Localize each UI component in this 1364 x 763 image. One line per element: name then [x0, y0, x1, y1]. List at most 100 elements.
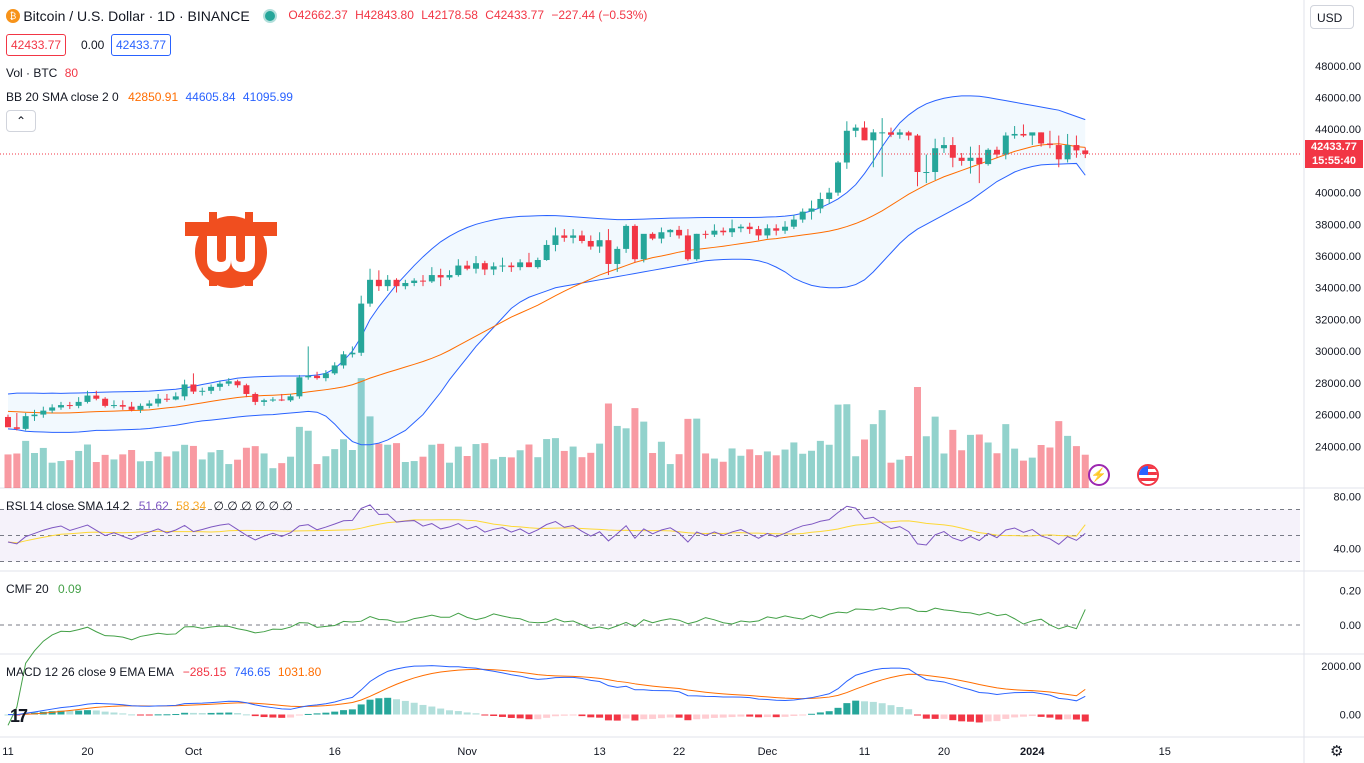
time-tick-label: 20 — [938, 746, 950, 758]
candle-body — [340, 354, 347, 366]
volume-bar — [737, 455, 745, 488]
volume-bar — [454, 446, 462, 488]
volume-bar — [101, 454, 109, 488]
candle-body — [1038, 132, 1045, 144]
volume-bar — [22, 440, 30, 488]
volume-bar — [490, 459, 498, 488]
candle-body — [702, 233, 709, 235]
macd-histogram-bar — [569, 714, 577, 716]
candle-body — [525, 262, 532, 268]
candle-body — [561, 235, 568, 238]
volume-bar — [1046, 447, 1054, 488]
volume-bar — [216, 450, 224, 488]
volume-bar — [604, 403, 612, 488]
us-flag-icon[interactable] — [1137, 464, 1159, 486]
candle-body — [517, 262, 524, 268]
candle-body — [163, 398, 170, 400]
macd-histogram-bar — [1037, 714, 1045, 717]
volume-bar — [816, 440, 824, 488]
macd-histogram-bar — [578, 714, 586, 717]
candle-body — [349, 352, 356, 355]
macd-histogram-bar — [401, 700, 409, 715]
macd-histogram-bar — [887, 705, 895, 715]
macd-histogram-bar — [869, 701, 877, 715]
candle-body — [128, 406, 135, 410]
candle-body — [84, 395, 91, 402]
candle-body — [216, 383, 223, 387]
macd-histogram-bar — [101, 711, 109, 715]
rsi-sma-line — [7, 519, 1086, 544]
time-tick-label: Nov — [457, 746, 477, 758]
macd-histogram-bar — [799, 714, 807, 716]
cmf-tick-label: 0.00 — [1340, 620, 1361, 632]
volume-bar — [136, 461, 144, 488]
macd-histogram-bar — [384, 697, 392, 715]
volume-bar — [13, 453, 21, 488]
macd-histogram-bar — [949, 714, 957, 721]
volume-bar — [702, 453, 710, 488]
macd-histogram-bar — [260, 714, 268, 718]
buy-price-button[interactable]: 42433.77 — [111, 34, 172, 56]
cmf-tick-label: 0.20 — [1340, 585, 1361, 597]
macd-line — [7, 665, 1086, 716]
candle-body — [993, 149, 1000, 155]
macd-histogram-bar — [922, 714, 930, 719]
volume-bar — [207, 452, 215, 488]
macd-histogram-bar — [693, 714, 701, 720]
volume-bar — [295, 426, 303, 488]
macd-histogram-bar — [631, 714, 639, 721]
macd-histogram-bar — [975, 714, 983, 723]
spread-value: 0.00 — [81, 38, 105, 52]
flash-icon[interactable]: ⚡ — [1088, 464, 1110, 486]
macd-histogram-bar — [145, 714, 153, 716]
candle-body — [826, 192, 833, 199]
macd-histogram-bar — [825, 711, 833, 715]
candle-body — [587, 240, 594, 247]
candle-body — [985, 149, 992, 165]
macd-histogram-bar — [269, 714, 277, 718]
volume-bar — [551, 438, 559, 488]
candle-body — [790, 219, 797, 227]
macd-histogram-bar — [446, 710, 453, 715]
volume-bar — [613, 425, 621, 488]
volume-bar — [30, 453, 38, 488]
currency-select[interactable]: USD — [1310, 5, 1354, 29]
volume-bar — [181, 444, 189, 488]
gear-icon[interactable]: ⚙ — [1330, 743, 1344, 760]
bb-legend: BB 20 SMA close 2 0 42850.91 44605.84 41… — [6, 90, 293, 104]
candle-body — [508, 265, 515, 268]
volume-bar — [596, 443, 604, 488]
bb-lower-value: 41095.99 — [242, 90, 293, 104]
candle-body — [914, 135, 921, 173]
macd-histogram-bar — [225, 712, 233, 715]
candle-body — [631, 225, 638, 260]
rsi-sma-value: 58.34 — [176, 499, 207, 513]
candle-body — [543, 244, 550, 260]
macd-histogram-bar — [1019, 714, 1027, 717]
macd-histogram-bar — [543, 714, 551, 718]
volume-bar — [172, 451, 180, 488]
macd-histogram-bar — [251, 714, 259, 717]
macd-histogram-bar — [75, 710, 83, 715]
price-tick-label: 28000.00 — [1315, 378, 1361, 390]
macd-histogram-bar — [66, 710, 74, 715]
candle-body — [932, 148, 939, 173]
candle-body — [746, 226, 753, 230]
close-value: C42433.77 — [485, 8, 545, 23]
time-tick-label: 11 — [859, 746, 870, 758]
candle-body — [649, 233, 656, 239]
candle-body — [428, 275, 435, 282]
sell-price-button[interactable]: 42433.77 — [6, 34, 67, 56]
candle-body — [331, 365, 338, 374]
candle-body — [490, 266, 497, 270]
collapse-legend-button[interactable]: ⌃ — [6, 110, 36, 132]
volume-bar — [401, 462, 409, 488]
macd-histogram-bar — [110, 712, 118, 715]
volume-bar — [410, 461, 418, 488]
macd-histogram-bar — [57, 710, 65, 715]
volume-bar — [534, 457, 542, 488]
volume-bar — [949, 429, 957, 488]
candle-body — [499, 265, 506, 267]
macd-histogram-bar — [92, 710, 100, 715]
